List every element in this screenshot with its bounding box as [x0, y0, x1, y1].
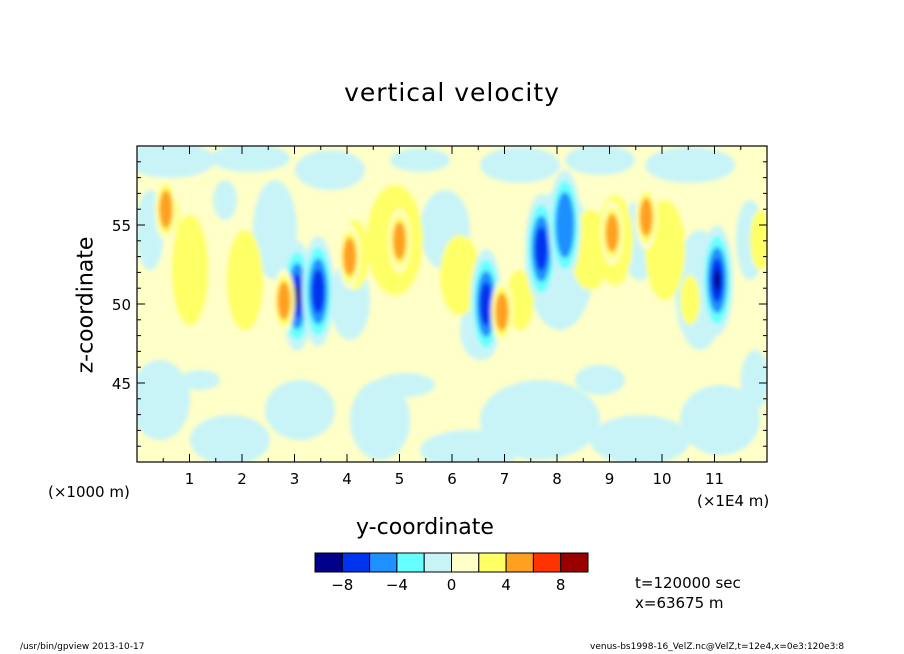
colorbar-label: −4 [386, 576, 408, 594]
contour-level [605, 213, 619, 253]
colorbar-swatch [423, 552, 453, 573]
contour-level [392, 221, 407, 260]
field-patch [741, 350, 767, 410]
x-axis-label: y-coordinate [356, 515, 494, 540]
contour-level [479, 282, 493, 326]
colorbar-swatch [478, 552, 507, 573]
x-tick-label: 2 [237, 470, 247, 488]
field-patch [172, 215, 208, 325]
x-tick-label: 1 [185, 470, 195, 488]
colorbar-swatch [314, 552, 343, 573]
field-patch [680, 385, 760, 455]
x-tick-label: 5 [395, 470, 405, 488]
colorbar-swatch [341, 552, 371, 573]
field-patch [565, 146, 635, 175]
colorbar: −8 −4 0 4 8 [314, 552, 589, 594]
contour-level [293, 285, 301, 308]
time-label: t=120000 sec [635, 574, 741, 592]
field-patch [680, 275, 700, 325]
field-patch [590, 415, 690, 462]
field-patch [645, 147, 735, 183]
x-tick-label: 4 [342, 470, 352, 488]
contour-level [495, 292, 509, 332]
y-axis-label: z-coordinate [73, 236, 99, 374]
x-tick-label: 9 [605, 470, 615, 488]
x-tick-label: 10 [652, 470, 671, 488]
contour-level [555, 192, 575, 258]
colorbar-label: 8 [556, 576, 566, 594]
field-patch [480, 380, 600, 460]
colorbar-label: −8 [331, 576, 353, 594]
contour-level [343, 237, 357, 276]
contour-level [639, 197, 653, 237]
x-unit-note: (×1000 m) [48, 483, 130, 501]
field-patch [575, 365, 625, 395]
chart-title: vertical velocity [344, 78, 560, 107]
contour-field [137, 146, 767, 462]
x-tick-label: 7 [500, 470, 510, 488]
field-patch [350, 380, 410, 460]
field-patch [210, 146, 290, 172]
field-patch [295, 150, 365, 190]
field-patch [137, 146, 215, 178]
field-patch [180, 370, 220, 390]
colorbar-swatch [451, 552, 480, 573]
x-tick-label: 6 [447, 470, 457, 488]
x-tick-label: 11 [705, 470, 724, 488]
xpos-label: x=63675 m [635, 594, 724, 612]
contour-level [713, 269, 721, 292]
field-patch [253, 180, 297, 280]
colorbar-label: 0 [447, 576, 457, 594]
field-patch [390, 148, 450, 172]
field-patch [375, 373, 435, 397]
colorbar-swatch [369, 552, 398, 573]
field-patch [213, 180, 237, 220]
colorbar-swatch [532, 552, 562, 573]
field-patch [137, 360, 190, 440]
y-tick-label: 45 [112, 375, 131, 393]
footer-left: /usr/bin/gpview 2013-10-17 [20, 642, 145, 652]
contour-level [159, 190, 173, 229]
colorbar-swatch [396, 552, 425, 573]
colorbar-swatch [560, 552, 589, 573]
x-scale-note: (×1E4 m) [697, 492, 770, 510]
x-tick-label: 3 [290, 470, 300, 488]
colorbar-label: 4 [501, 576, 511, 594]
contour-level [277, 281, 291, 321]
y-tick-label: 50 [112, 296, 131, 314]
field-patch [227, 230, 263, 330]
colorbar-swatch [505, 552, 534, 573]
y-tick-label: 55 [112, 217, 131, 235]
contour-level [534, 226, 548, 271]
field-patch [190, 415, 270, 462]
field-patch [480, 147, 560, 183]
field-patch [265, 380, 335, 440]
footer-right: venus-bs1998-16_VelZ.nc@VelZ,t=12e4,x=0e… [590, 642, 845, 652]
field-patch [506, 270, 534, 330]
x-tick-label: 8 [552, 470, 562, 488]
field-patch [440, 235, 480, 315]
contour-level [311, 269, 325, 314]
